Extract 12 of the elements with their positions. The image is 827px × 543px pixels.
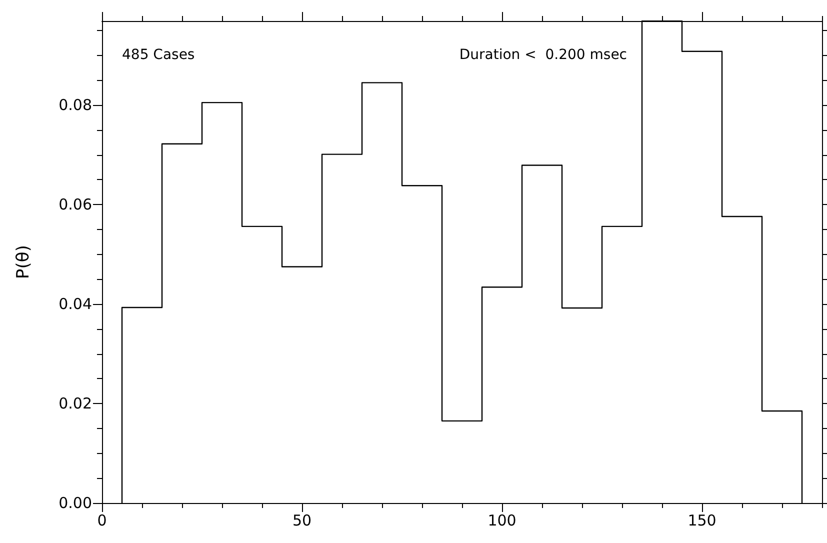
- y-tick-label: 0.02: [58, 394, 92, 413]
- annotation: Duration < 0.200 msec: [459, 47, 628, 63]
- x-tick-label: 0: [97, 512, 107, 530]
- x-tick-label: 150: [688, 512, 716, 530]
- y-tick-label: 0.06: [58, 196, 92, 214]
- y-tick-label: 0.08: [58, 96, 92, 114]
- x-tick-label: 50: [292, 512, 312, 530]
- annotation: 485 Cases: [122, 47, 195, 63]
- y-tick-label: 0.00: [58, 494, 92, 512]
- y-tick-label: 0.04: [58, 295, 92, 314]
- x-tick-label: 100: [488, 512, 516, 530]
- y-axis-title: P(θ): [14, 245, 34, 279]
